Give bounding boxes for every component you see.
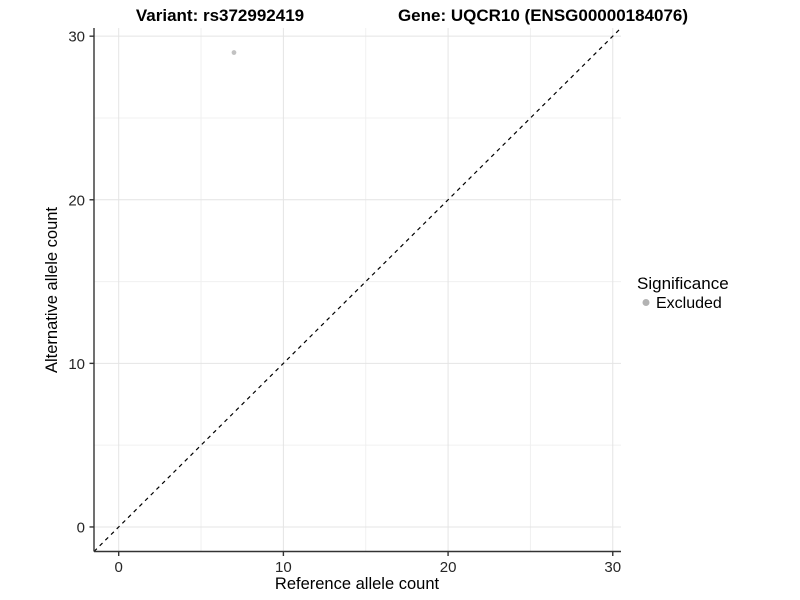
y-tick-label: 10 bbox=[68, 356, 85, 373]
y-axis-title: Alternative allele count bbox=[43, 207, 61, 373]
y-tick-label: 20 bbox=[68, 192, 85, 209]
plot-title-variant: Variant: rs372992419 bbox=[136, 6, 304, 25]
gridlines-minor bbox=[94, 28, 621, 552]
x-tick-label: 0 bbox=[115, 559, 123, 576]
legend-item-excluded: Excluded bbox=[656, 295, 722, 312]
x-tick-label: 10 bbox=[275, 559, 292, 576]
legend: Significance Excluded bbox=[637, 274, 729, 312]
x-tick-label: 30 bbox=[604, 559, 621, 576]
x-axis-title: Reference allele count bbox=[275, 575, 440, 593]
x-tick-label: 20 bbox=[440, 559, 457, 576]
gridlines-major bbox=[94, 28, 621, 552]
data-points-layer bbox=[231, 50, 237, 55]
y-tick-label: 30 bbox=[68, 29, 85, 46]
tick-labels-layer: 0 10 20 30 0 10 20 30 bbox=[68, 29, 621, 576]
legend-key-point-icon bbox=[642, 299, 650, 306]
identity-dashed-line bbox=[93, 27, 622, 552]
data-point bbox=[231, 50, 237, 55]
y-tick-label: 0 bbox=[77, 519, 85, 536]
plot-title-gene: Gene: UQCR10 (ENSG00000184076) bbox=[398, 6, 688, 25]
identity-line-layer bbox=[93, 27, 622, 552]
legend-title: Significance bbox=[637, 274, 729, 293]
axes-layer bbox=[89, 28, 621, 556]
